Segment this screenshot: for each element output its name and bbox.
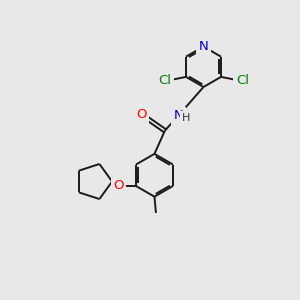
Text: O: O bbox=[113, 179, 124, 193]
Text: Cl: Cl bbox=[236, 74, 249, 87]
Text: H: H bbox=[182, 113, 191, 123]
Text: N: N bbox=[199, 40, 208, 53]
Text: O: O bbox=[136, 108, 146, 122]
Text: Cl: Cl bbox=[158, 74, 171, 87]
Text: N: N bbox=[173, 109, 183, 122]
